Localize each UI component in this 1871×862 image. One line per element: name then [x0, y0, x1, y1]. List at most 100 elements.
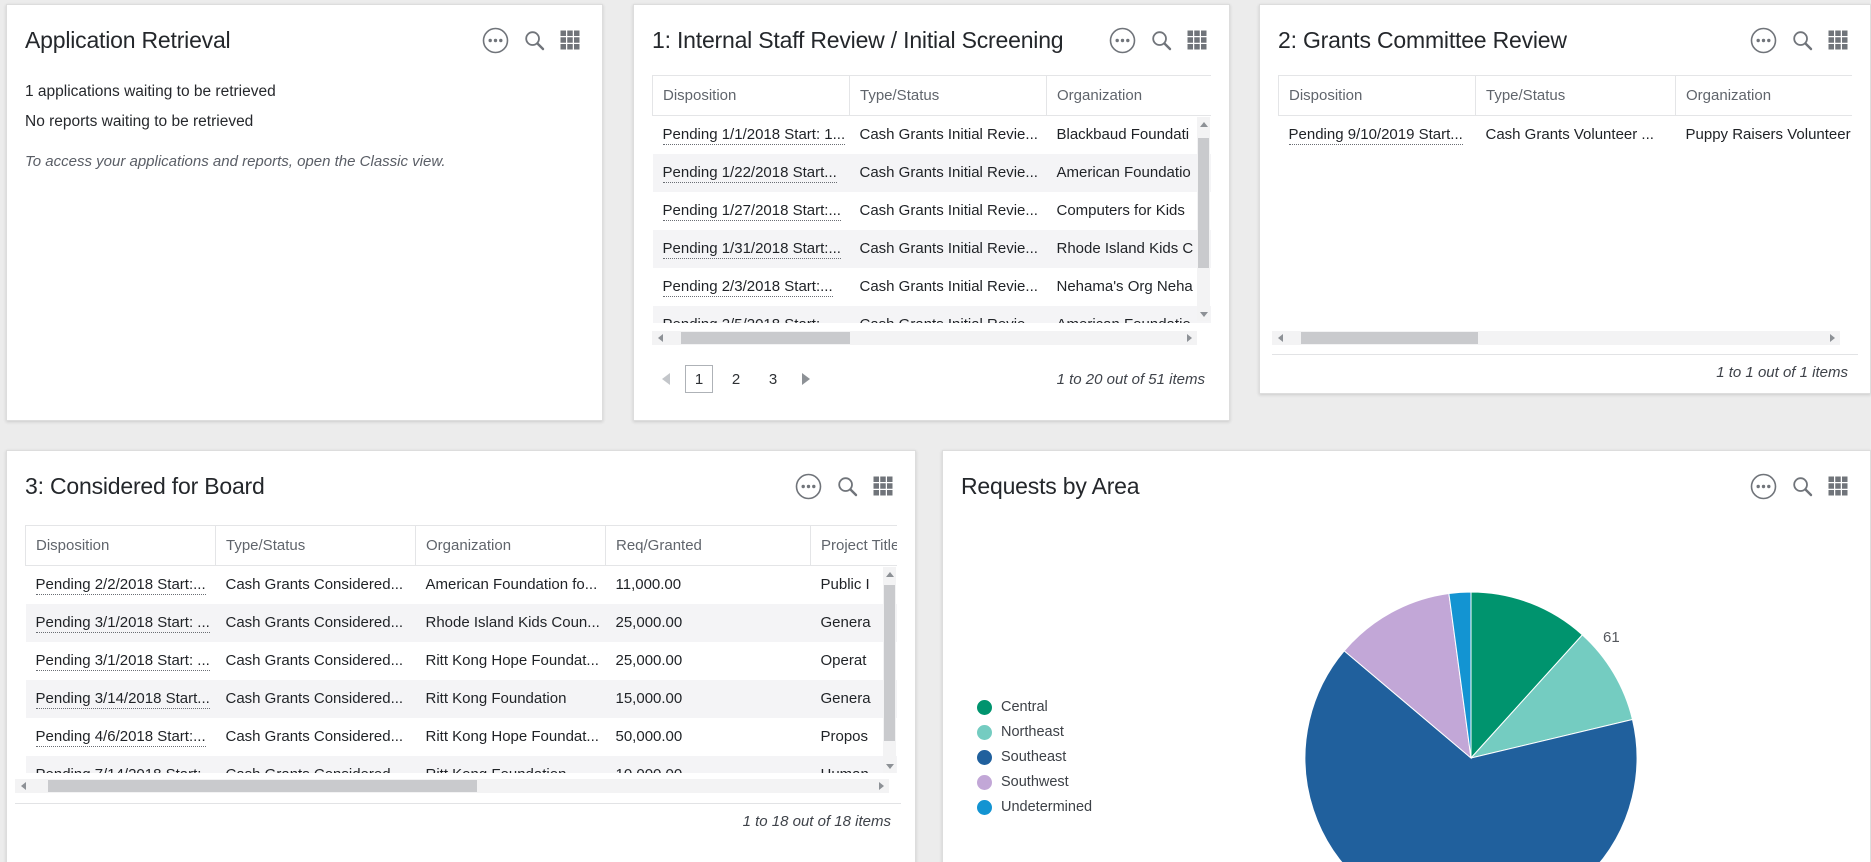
organization-cell: American Foundation fo...: [425, 576, 598, 594]
vertical-scroll-thumb[interactable]: [884, 584, 895, 742]
table-row[interactable]: Pending 7/14/2018 Start:... Cash Grants …: [25, 755, 897, 773]
panel-title: Requests by Area: [961, 472, 1140, 499]
vertical-scroll-thumb[interactable]: [1198, 138, 1209, 269]
disposition-link[interactable]: Pending 1/22/2018 Start...: [662, 164, 837, 183]
column-header-organization[interactable]: Organization: [1675, 75, 1852, 116]
scroll-down-icon[interactable]: [883, 759, 896, 773]
card-grid-button[interactable]: [560, 30, 580, 50]
disposition-link[interactable]: Pending 2/3/2018 Start:...: [662, 278, 833, 297]
disposition-link[interactable]: Pending 7/14/2018 Start:...: [35, 766, 214, 773]
column-header-organization[interactable]: Organization: [415, 525, 606, 566]
horizontal-scroll-thumb[interactable]: [680, 332, 851, 344]
legend-item-undetermined[interactable]: Undetermined: [977, 797, 1092, 817]
card-zoom-button[interactable]: [837, 476, 858, 497]
table-row[interactable]: Pending 1/31/2018 Start:... Cash Grants …: [652, 229, 1211, 268]
scroll-up-icon[interactable]: [883, 567, 896, 581]
scroll-down-icon[interactable]: [1197, 307, 1210, 321]
type-status-cell: Cash Grants Initial Revie...: [849, 229, 1047, 268]
table-row[interactable]: Pending 1/27/2018 Start:... Cash Grants …: [653, 192, 1212, 230]
column-header-disposition[interactable]: Disposition: [25, 525, 216, 566]
disposition-link[interactable]: Pending 2/2/2018 Start:...: [35, 576, 206, 596]
disposition-link[interactable]: Pending 3/1/2018 Start: ...: [35, 652, 210, 671]
table-row[interactable]: Pending 9/10/2019 Start... Cash Grants V…: [1279, 116, 1853, 154]
horizontal-scroll-thumb[interactable]: [47, 780, 478, 792]
type-status-cell: Cash Grants Initial Revie...: [859, 126, 1038, 144]
legend-item-southeast[interactable]: Southeast: [977, 747, 1092, 767]
table-row[interactable]: Pending 1/1/2018 Start: 1... Cash Grants…: [653, 116, 1212, 154]
legend-item-central[interactable]: Central: [977, 697, 1092, 717]
scroll-up-icon[interactable]: [1197, 117, 1210, 131]
column-header-disposition[interactable]: Disposition: [1278, 75, 1476, 116]
card-menu-button[interactable]: [482, 27, 509, 54]
pager-prev-icon[interactable]: [656, 365, 676, 393]
card-grid-button[interactable]: [873, 476, 893, 496]
pie-slice-northeast[interactable]: [1469, 634, 1634, 759]
column-header-disposition[interactable]: Disposition: [652, 75, 850, 116]
horizontal-scroll-thumb[interactable]: [1301, 332, 1479, 344]
column-header-type-status[interactable]: Type/Status: [1475, 75, 1676, 116]
organization-cell: Ritt Kong Foundation: [415, 679, 606, 718]
project-title-cell: Operat: [820, 652, 867, 669]
disposition-link[interactable]: Pending 1/31/2018 Start:...: [662, 240, 841, 259]
pager-page-2[interactable]: 2: [722, 365, 750, 393]
legend-label: Central: [1001, 699, 1048, 715]
disposition-cell: Pending 2/5/2018 Start:...: [652, 305, 850, 323]
card-menu-button[interactable]: [1109, 27, 1136, 54]
scroll-right-icon[interactable]: [1824, 331, 1840, 345]
card-menu-button[interactable]: [795, 473, 822, 500]
table-row[interactable]: Pending 4/6/2018 Start:... Cash Grants C…: [26, 718, 898, 756]
scroll-left-icon[interactable]: [15, 779, 31, 793]
items-summary: 1 to 1 out of 1 items: [1272, 354, 1858, 381]
disposition-link[interactable]: Pending 9/10/2019 Start...: [1288, 126, 1463, 146]
column-header-type-status[interactable]: Type/Status: [849, 75, 1047, 116]
legend-swatch: [977, 799, 992, 815]
pie-slice-southwest[interactable]: [1343, 592, 1472, 760]
disposition-link[interactable]: Pending 3/1/2018 Start: ...: [35, 614, 210, 633]
scroll-right-icon[interactable]: [873, 779, 889, 793]
disposition-link[interactable]: Pending 4/6/2018 Start:...: [35, 728, 206, 747]
scroll-left-icon[interactable]: [652, 331, 668, 345]
pie-slice-central[interactable]: [1470, 591, 1584, 760]
pager-page-1[interactable]: 1: [685, 365, 713, 393]
card-menu-button[interactable]: [1750, 27, 1777, 54]
pie-slice-undetermined[interactable]: [1448, 591, 1472, 759]
disposition-link[interactable]: Pending 1/27/2018 Start:...: [662, 202, 841, 221]
legend-item-southwest[interactable]: Southwest: [977, 772, 1092, 792]
card-zoom-button[interactable]: [524, 30, 545, 51]
card-zoom-button[interactable]: [1792, 476, 1813, 497]
type-status-cell: Cash Grants Initial Revie...: [859, 202, 1038, 219]
column-header-type-status[interactable]: Type/Status: [215, 525, 416, 566]
table-row[interactable]: Pending 3/14/2018 Start... Cash Grants C…: [25, 679, 897, 718]
grid-icon: [1828, 476, 1848, 496]
disposition-cell: Pending 2/3/2018 Start:...: [653, 268, 850, 306]
disposition-link[interactable]: Pending 2/5/2018 Start:...: [662, 316, 833, 323]
pager-page-3[interactable]: 3: [759, 365, 787, 393]
card-grid-button[interactable]: [1828, 30, 1848, 50]
card-menu-button[interactable]: [1750, 473, 1777, 500]
column-header-req-granted[interactable]: Req/Granted: [605, 525, 811, 566]
table-row[interactable]: Pending 1/22/2018 Start... Cash Grants I…: [652, 153, 1211, 192]
scroll-left-icon[interactable]: [1272, 331, 1288, 345]
table-row[interactable]: Pending 3/1/2018 Start: ... Cash Grants …: [25, 603, 897, 642]
table-row[interactable]: Pending 3/1/2018 Start: ... Cash Grants …: [26, 642, 898, 680]
card-grid-button[interactable]: [1828, 476, 1848, 496]
disposition-cell: Pending 4/6/2018 Start:...: [26, 718, 216, 756]
horizontal-scrollbar: [15, 779, 889, 793]
column-header-project-title[interactable]: Project Title: [810, 525, 897, 566]
disposition-link[interactable]: Pending 3/14/2018 Start...: [35, 690, 210, 709]
table-row[interactable]: Pending 2/2/2018 Start:... Cash Grants C…: [26, 566, 898, 604]
disposition-link[interactable]: Pending 1/1/2018 Start: 1...: [662, 126, 846, 146]
card-grid-button[interactable]: [1187, 30, 1207, 50]
table-row[interactable]: Pending 2/3/2018 Start:... Cash Grants I…: [653, 268, 1212, 306]
pager-next-icon[interactable]: [796, 365, 816, 393]
table-row[interactable]: Pending 2/5/2018 Start:... Cash Grants I…: [652, 305, 1211, 323]
scroll-right-icon[interactable]: [1181, 331, 1197, 345]
type-status-cell: Cash Grants Considered...: [215, 603, 416, 642]
card-zoom-button[interactable]: [1792, 30, 1813, 51]
card-zoom-button[interactable]: [1151, 30, 1172, 51]
column-header-organization[interactable]: Organization: [1046, 75, 1211, 116]
legend-item-northeast[interactable]: Northeast: [977, 722, 1092, 742]
pie-slice-southeast[interactable]: [1304, 650, 1638, 862]
req-granted-cell: 10,000.00: [605, 755, 811, 773]
